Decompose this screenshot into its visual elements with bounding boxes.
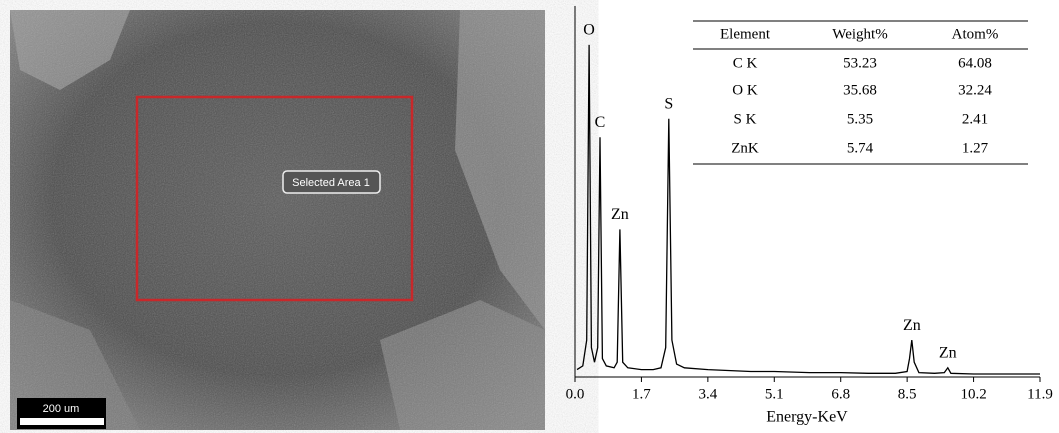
table-cell: 64.08 [958,55,992,71]
table-cell: O K [732,82,758,98]
peak-label: Zn [611,206,629,223]
table-cell: 5.35 [847,111,873,127]
peak-label: Zn [903,317,921,334]
scale-bar [20,418,104,425]
table-cell: 53.23 [843,55,877,71]
x-tick-label: 1.7 [632,386,651,402]
x-tick-label: 10.2 [960,386,986,402]
table-cell: ZnK [731,140,759,156]
x-tick-label: 0.0 [566,386,585,402]
peak-label: O [583,22,595,39]
table-cell: 32.24 [958,82,992,98]
x-axis-label: Energy-KeV [766,409,848,426]
figure: Selected Area 1 200 um Energy-KeV 0.0 1.7… [0,0,1059,433]
peak-label: S [664,95,673,112]
area-label: Selected Area 1 [292,177,370,189]
table-cell: 35.68 [843,82,877,98]
table-cell: 2.41 [962,111,988,127]
x-tick-label: 6.8 [831,386,850,402]
scale-bar-label: 200 um [43,403,80,415]
table-cell: 5.74 [847,140,874,156]
x-tick-label: 8.5 [898,386,917,402]
x-tick-label: 3.4 [698,386,717,402]
table-header: Weight% [832,26,887,42]
x-tick-label: 5.1 [765,386,784,402]
peak-label: C [595,114,606,131]
table-cell: S K [734,111,757,127]
table-cell: 1.27 [962,140,989,156]
x-tick-label: 11.9 [1027,386,1053,402]
sem-image: Selected Area 1 200 um [10,10,545,430]
table-header: Element [720,26,771,42]
table-header: Atom% [952,26,999,42]
peak-label: Zn [939,344,957,361]
table-cell: C K [733,55,758,71]
sem-texture [10,10,545,430]
